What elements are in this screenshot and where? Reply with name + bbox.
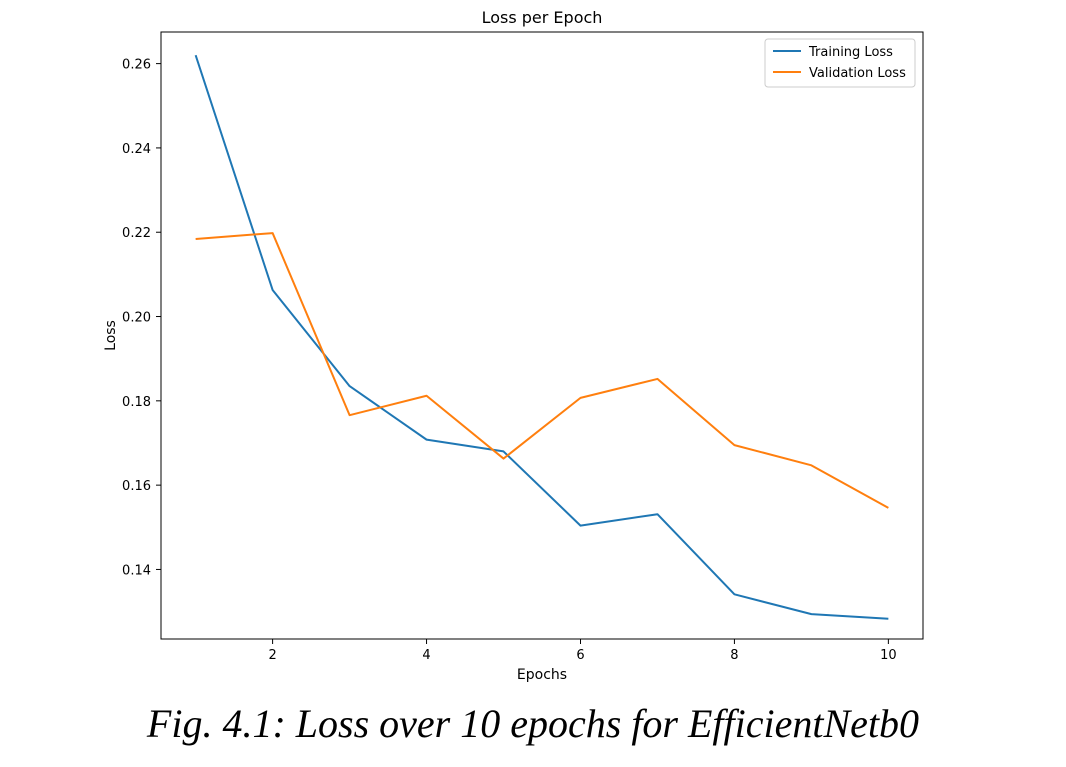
x-tick-label: 8 — [730, 648, 738, 663]
legend: Training Loss Validation Loss — [764, 38, 916, 88]
y-tick-label: 0.16 — [122, 479, 151, 494]
series-line-validation-loss — [195, 232, 889, 509]
y-tick-label: 0.22 — [122, 226, 151, 241]
y-axis-label: Loss — [103, 320, 119, 351]
loss-chart: Loss per Epoch 2 4 6 8 10 0.140.160.180.200.… — [103, 8, 924, 683]
y-tick-label: 0.26 — [122, 58, 151, 73]
plot-area-frame — [160, 31, 924, 640]
x-axis-ticks: 2 4 6 8 10 — [268, 639, 897, 663]
chart-title: Loss per Epoch — [482, 8, 603, 27]
x-tick-label: 2 — [268, 648, 276, 663]
y-tick-label: 0.20 — [122, 311, 151, 326]
series-line-training-loss — [194, 54, 889, 620]
legend-label: Validation Loss — [809, 66, 906, 81]
x-tick-label: 10 — [880, 648, 897, 663]
y-tick-label: 0.18 — [122, 395, 151, 410]
y-tick-label: 0.14 — [122, 563, 151, 578]
y-axis-ticks: 0.14 0.16 0.18 0.20 0.22 0.24 0.26 — [122, 58, 161, 578]
legend-label: Training Loss — [808, 45, 893, 60]
legend-box — [764, 38, 916, 88]
x-tick-label: 4 — [422, 648, 430, 663]
figure-caption: Fig. 4.1: Loss over 10 epochs for Effici… — [146, 701, 920, 746]
y-tick-label: 0.24 — [122, 142, 151, 157]
x-tick-label: 6 — [576, 648, 584, 663]
x-axis-label: Epochs — [517, 667, 567, 683]
series-lines — [194, 54, 889, 620]
